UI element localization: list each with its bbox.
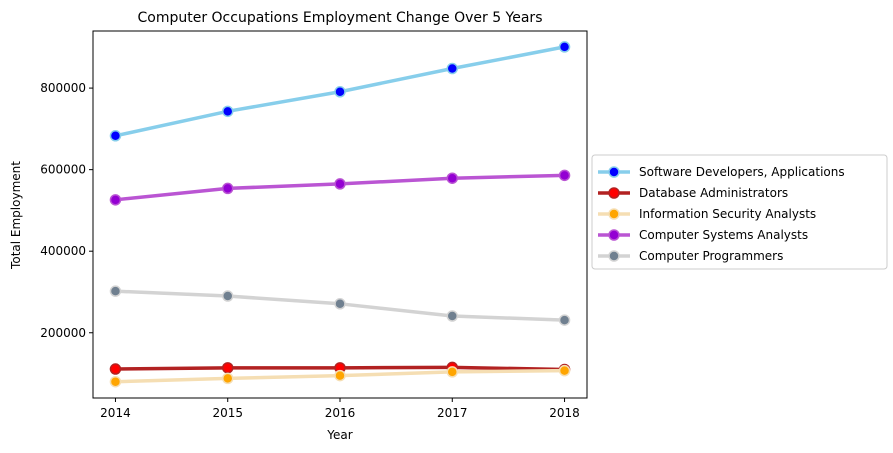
y-axis-ticks: 200000 400000 600000 800000 xyxy=(40,81,93,340)
data-point xyxy=(446,310,459,322)
data-point xyxy=(221,105,234,118)
x-tick-label: 2017 xyxy=(437,406,468,420)
chart-title: Computer Occupations Employment Change O… xyxy=(137,10,542,26)
series-layer xyxy=(109,41,571,388)
x-axis-label: Year xyxy=(326,428,352,442)
x-tick-label: 2018 xyxy=(549,406,580,420)
data-point xyxy=(558,169,571,182)
data-point xyxy=(221,182,234,195)
data-point xyxy=(109,194,122,206)
series-4 xyxy=(109,285,571,326)
legend-marker xyxy=(608,187,620,199)
legend-item: Information Security Analysts xyxy=(598,207,816,221)
x-tick-label: 2016 xyxy=(325,406,356,420)
series-2 xyxy=(109,364,571,388)
y-tick-label: 800000 xyxy=(40,81,86,95)
y-tick-label: 400000 xyxy=(40,244,86,258)
y-tick-label: 600000 xyxy=(40,163,86,177)
data-point xyxy=(109,285,122,297)
legend-box xyxy=(591,154,888,270)
x-axis-ticks: 2014 2015 2016 2017 2018 xyxy=(100,398,580,420)
x-tick-label: 2014 xyxy=(100,406,131,420)
data-point xyxy=(109,363,122,375)
data-point xyxy=(109,130,122,142)
data-point xyxy=(334,298,346,310)
data-point xyxy=(558,41,571,53)
legend-marker xyxy=(608,229,620,241)
legend-label: Software Developers, Applications xyxy=(639,165,845,179)
legend-marker xyxy=(608,250,620,262)
data-point xyxy=(221,290,234,302)
legend-label: Computer Programmers xyxy=(639,249,783,263)
series-0 xyxy=(109,41,571,142)
data-point xyxy=(334,178,346,190)
data-point xyxy=(558,314,571,326)
data-point xyxy=(446,366,459,378)
data-point xyxy=(446,62,459,75)
y-axis-label: Total Employment xyxy=(9,161,23,270)
x-tick-label: 2015 xyxy=(212,406,243,420)
data-point xyxy=(109,375,122,388)
data-point xyxy=(334,369,346,382)
legend-label: Database Administrators xyxy=(639,186,788,200)
data-point xyxy=(221,372,234,385)
data-point xyxy=(558,364,571,377)
legend-label: Information Security Analysts xyxy=(639,207,816,221)
legend: Software Developers, Applications Databas… xyxy=(591,154,888,270)
legend-item: Computer Programmers xyxy=(598,249,783,263)
data-point xyxy=(334,86,346,98)
series-3 xyxy=(109,169,571,206)
data-point xyxy=(221,362,234,374)
y-tick-label: 200000 xyxy=(40,326,86,340)
legend-item: Computer Systems Analysts xyxy=(598,228,808,242)
legend-marker xyxy=(608,166,620,178)
legend-item: Database Administrators xyxy=(598,186,788,200)
legend-marker xyxy=(608,208,620,220)
legend-label: Computer Systems Analysts xyxy=(639,228,808,242)
legend-item: Software Developers, Applications xyxy=(598,165,845,179)
data-point xyxy=(446,172,459,184)
